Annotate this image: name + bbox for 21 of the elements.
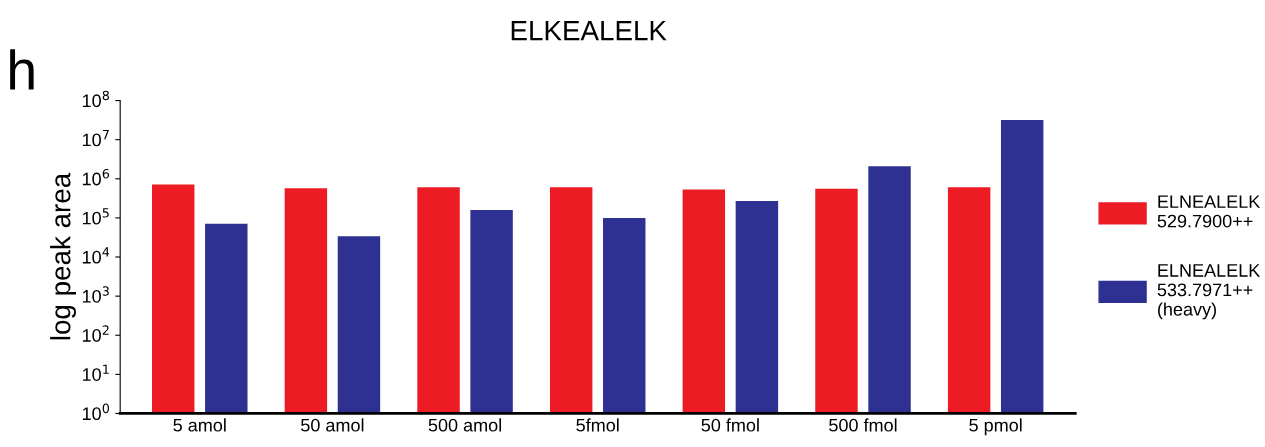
y-axis-title: log peak area xyxy=(50,172,77,340)
x-tick-label: 50 amol xyxy=(301,418,364,432)
chart-title: ELKEALELK xyxy=(511,21,667,41)
x-tick-label: 500 fmol xyxy=(829,418,897,432)
text: h xyxy=(10,49,34,90)
legend-label: ELNEALELK 529.7900++ xyxy=(1157,195,1261,228)
y-tick-label: 10$^{7}$ xyxy=(82,129,109,147)
y-tick-label: 10$^{5}$ xyxy=(82,208,109,225)
y-tick-label: 10$^{3}$ xyxy=(82,286,109,303)
x-tick-label: 500 amol xyxy=(428,418,501,432)
y-tick-label: 10$^{1}$ xyxy=(82,364,109,381)
y-tick-label: 10$^{2}$ xyxy=(82,325,109,342)
x-tick-label: 5 amol xyxy=(173,418,226,432)
legend-label: ELNEALELK 533.7971++ (heavy) xyxy=(1157,264,1261,320)
y-tick-label: 10$^{8}$ xyxy=(82,90,109,108)
y-tick-label: 10$^{0}$ xyxy=(82,403,110,421)
x-tick-label: 5fmol xyxy=(576,418,619,432)
x-tick-label: 50 fmol xyxy=(701,418,759,432)
y-tick-label: 10$^{6}$ xyxy=(82,168,110,186)
x-tick-label: 5 pmol xyxy=(969,418,1022,436)
y-tick-label: 10$^{4}$ xyxy=(82,247,110,264)
